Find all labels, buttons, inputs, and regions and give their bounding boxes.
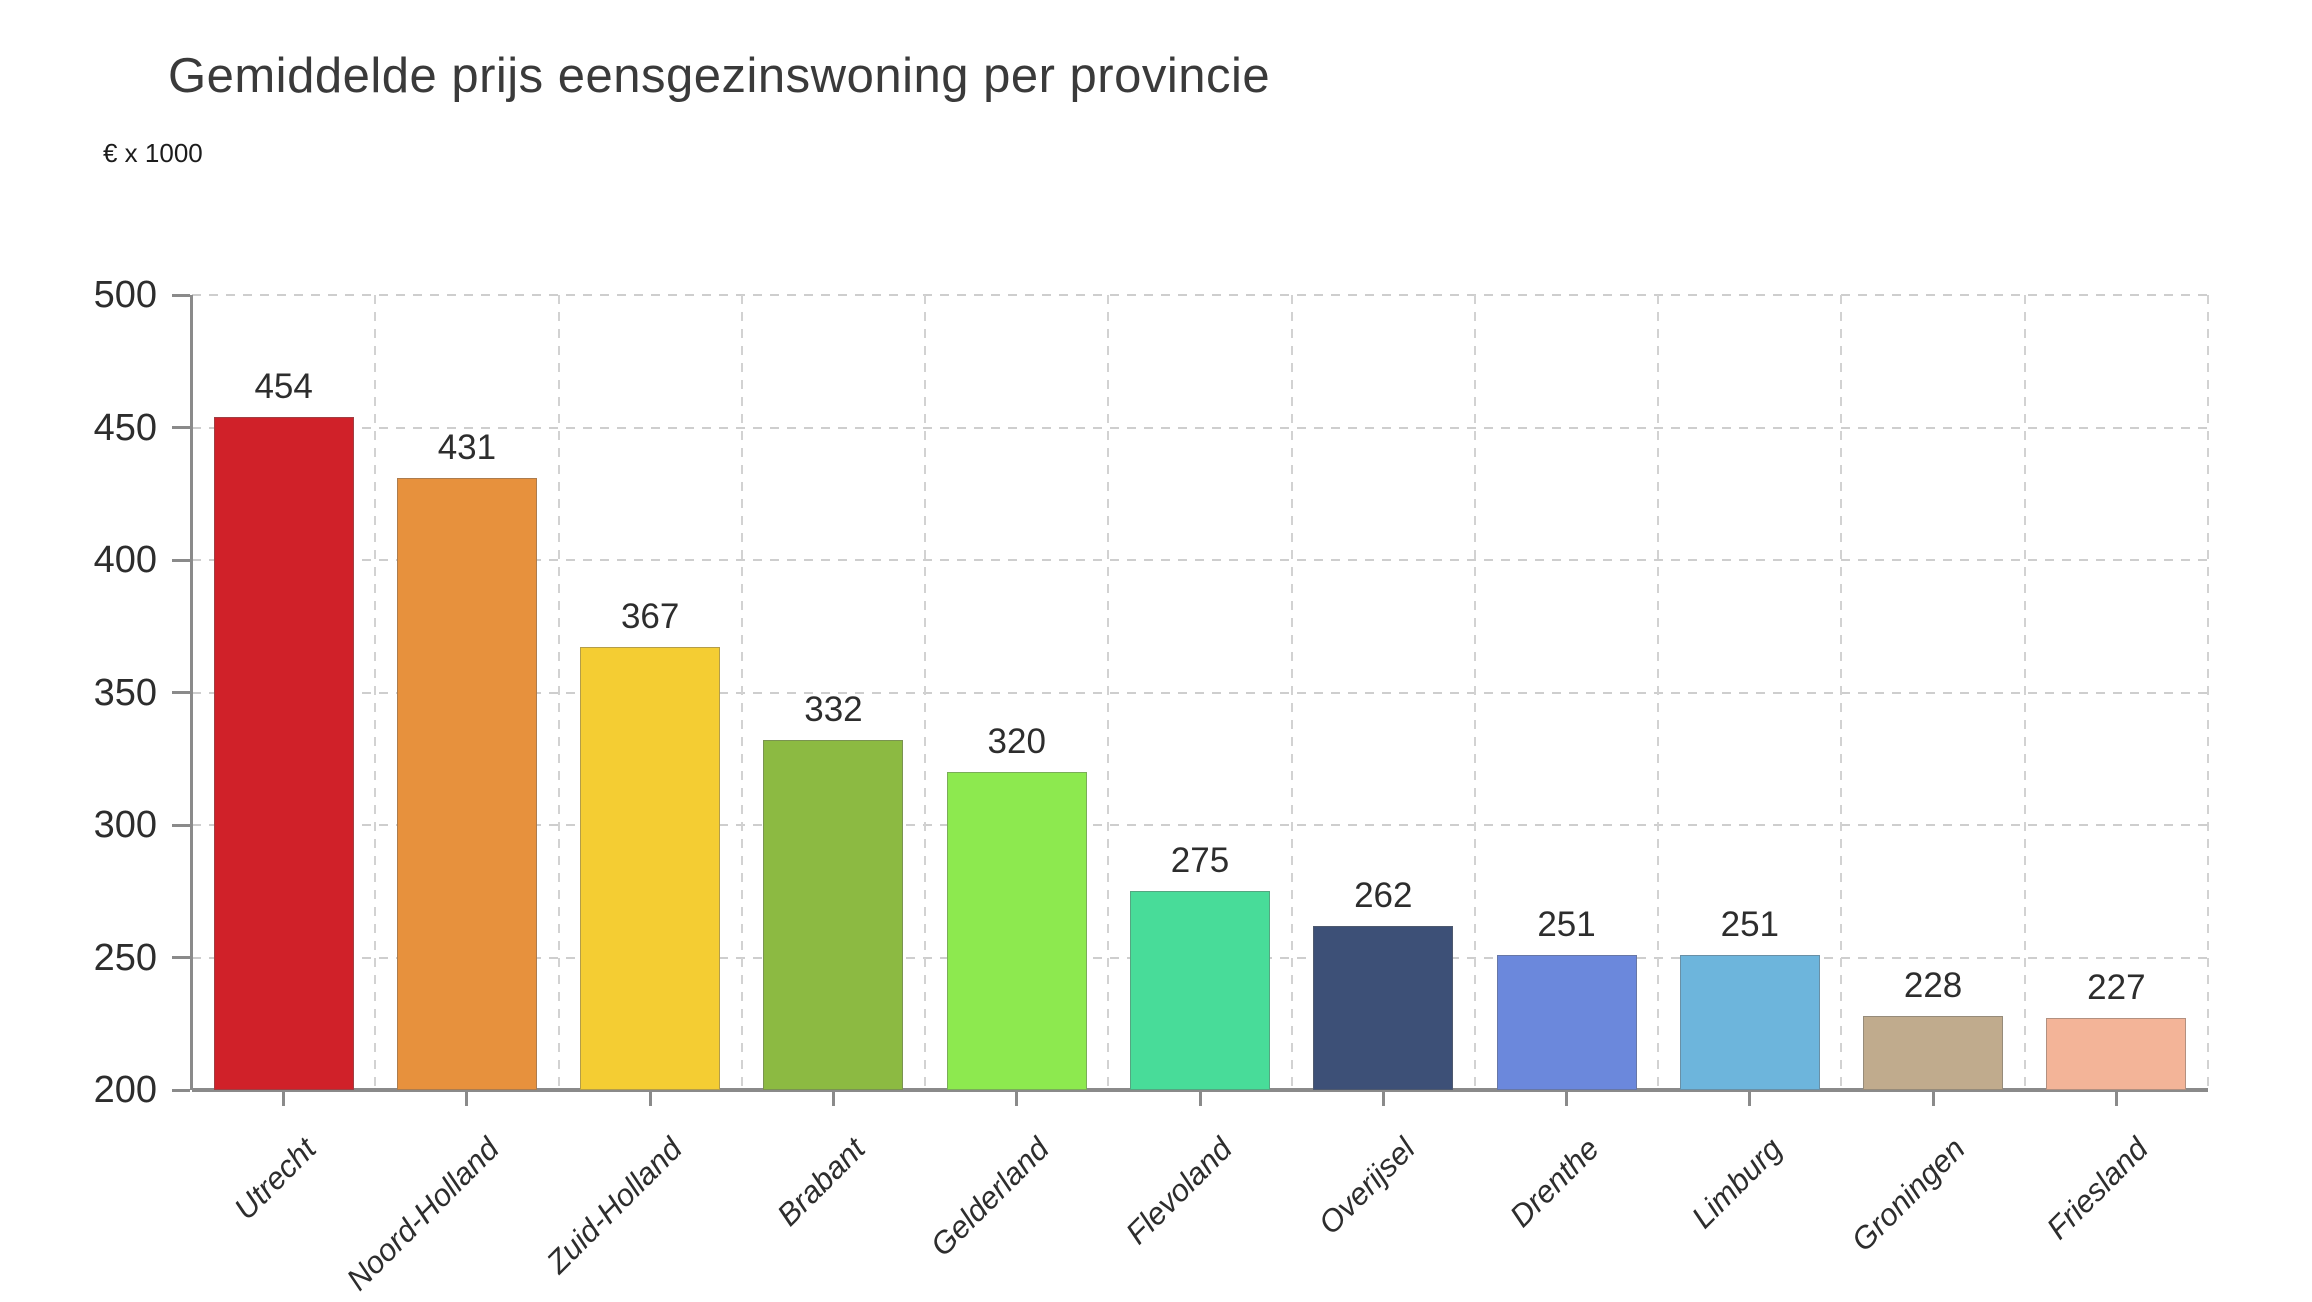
gridline-vertical [374, 295, 377, 1090]
gridline-vertical [2023, 295, 2026, 1090]
x-tick-label-limburg: Limburg [1684, 1131, 1789, 1235]
bar-limburg[interactable] [1679, 954, 1820, 1090]
bar-value-label-utrecht: 454 [254, 366, 313, 406]
x-axis-tick [282, 1090, 286, 1106]
y-tick-label: 500 [93, 274, 157, 316]
x-tick-label-groningen: Groningen [1844, 1131, 1972, 1259]
gridline-vertical [1840, 295, 1843, 1090]
bar-drenthe[interactable] [1496, 954, 1637, 1090]
y-tick-label: 350 [93, 671, 157, 714]
y-tick-label: 300 [93, 804, 157, 846]
x-axis-tick [1931, 1090, 1935, 1106]
x-tick-label-zuid-holland: Zuid-Holland [539, 1131, 689, 1281]
x-axis-tick [465, 1090, 469, 1106]
bar-overijsel[interactable] [1313, 925, 1454, 1090]
bar-value-label-flevoland: 275 [1170, 841, 1230, 881]
y-axis-tick [172, 293, 190, 297]
y-axis-line [190, 295, 193, 1090]
bar-value-label-brabant: 332 [804, 690, 863, 730]
bar-noord-holland[interactable] [396, 477, 537, 1090]
bar-flevoland[interactable] [1130, 891, 1270, 1090]
gridline-horizontal [192, 294, 2208, 296]
x-tick-label-drenthe: Drenthe [1502, 1131, 1606, 1234]
x-tick-label-utrecht: Utrecht [226, 1131, 323, 1227]
gridline-horizontal [192, 824, 2208, 826]
x-axis-tick [1748, 1090, 1752, 1106]
bar-value-label-drenthe: 251 [1537, 904, 1596, 944]
bar-value-label-groningen: 228 [1903, 965, 1963, 1005]
chart-title: Gemiddelde prijs eensgezinswoning per pr… [168, 49, 1271, 103]
x-axis-tick [1381, 1090, 1385, 1106]
x-tick-label-flevoland: Flevoland [1118, 1131, 1239, 1251]
gridline-vertical [740, 295, 743, 1090]
y-axis-tick [172, 558, 190, 562]
x-axis-tick [1015, 1090, 1019, 1106]
y-tick-label: 200 [93, 1069, 157, 1111]
x-axis-tick [2114, 1090, 2118, 1106]
bar-zuid-holland[interactable] [580, 647, 721, 1090]
bar-value-label-noord-holland: 431 [437, 427, 497, 467]
gridline-horizontal [192, 691, 2208, 694]
bar-gelderland[interactable] [946, 772, 1087, 1090]
y-axis-tick [172, 426, 190, 429]
bar-brabant[interactable] [763, 740, 904, 1090]
x-tick-label-friesland: Friesland [2040, 1131, 2156, 1246]
x-axis-tick [831, 1090, 835, 1106]
gridline-vertical [557, 295, 560, 1090]
y-axis-tick [172, 1088, 190, 1092]
x-tick-label-gelderland: Gelderland [923, 1131, 1056, 1263]
gridline-vertical [2207, 295, 2209, 1090]
gridline-vertical [1657, 295, 1660, 1090]
gridline-vertical [1107, 295, 1110, 1090]
bar-value-label-overijsel: 262 [1354, 875, 1413, 915]
y-axis-tick [172, 956, 190, 959]
y-axis-tick [172, 823, 190, 827]
gridline-horizontal [192, 426, 2208, 429]
x-tick-label-brabant: Brabant [770, 1131, 873, 1233]
bar-value-label-gelderland: 320 [987, 722, 1046, 761]
x-axis-tick [648, 1090, 652, 1106]
bar-utrecht[interactable] [213, 416, 354, 1090]
y-axis-unit-label: € x 1000 [103, 138, 203, 168]
x-tick-label-overijsel: Overijsel [1311, 1131, 1423, 1242]
gridline-vertical [924, 295, 927, 1090]
y-axis-tick [172, 691, 190, 694]
gridline-horizontal [192, 559, 2208, 561]
y-tick-label: 450 [93, 406, 157, 449]
plot-area: 500 450 400 350 300 250 200 454 Utrecht 431 Noord-… [94, 274, 2209, 1297]
bar-value-label-limburg: 251 [1720, 904, 1780, 944]
bar-value-label-friesland: 227 [2087, 968, 2146, 1008]
bar-groningen[interactable] [1863, 1015, 2004, 1090]
x-axis-tick [1565, 1090, 1569, 1106]
x-axis-tick [1198, 1090, 1202, 1106]
bar-value-label-zuid-holland: 367 [620, 597, 680, 637]
y-tick-label: 250 [93, 936, 157, 979]
y-tick-label: 400 [93, 539, 157, 581]
x-tick-label-noord-holland: Noord-Holland [339, 1131, 506, 1298]
gridline-vertical [1290, 295, 1293, 1090]
gridline-vertical [1473, 295, 1476, 1090]
bar-friesland[interactable] [2046, 1018, 2187, 1090]
